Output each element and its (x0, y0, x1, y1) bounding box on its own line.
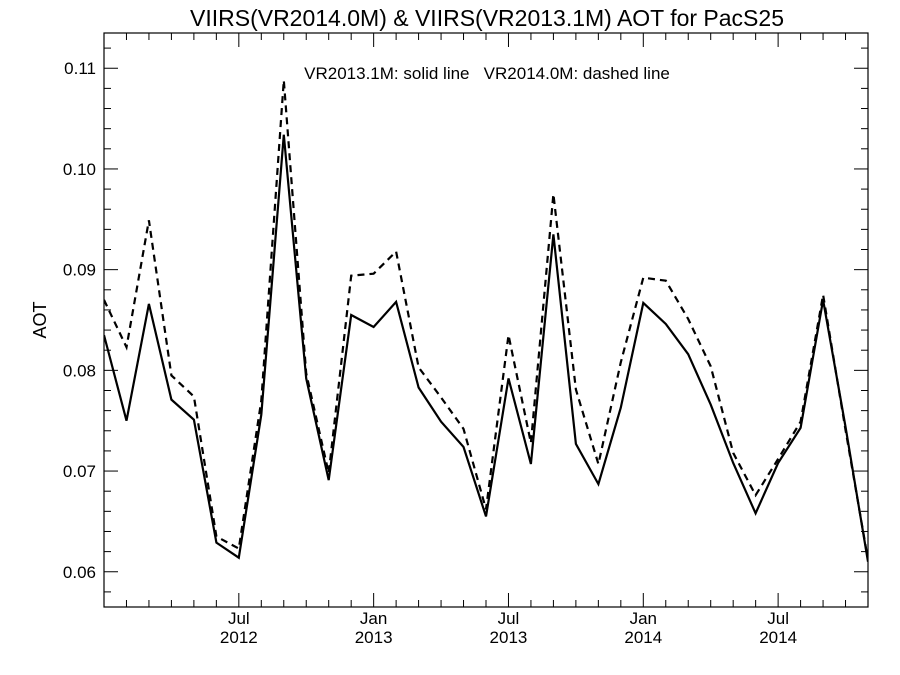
chart-title: VIIRS(VR2014.0M) & VIIRS(VR2013.1M) AOT … (190, 5, 784, 31)
x-tick-year-label: 2014 (624, 628, 662, 647)
series-style-note: VR2013.1M: solid line VR2014.0M: dashed … (304, 64, 670, 83)
y-tick-label: 0.08 (63, 361, 96, 380)
x-tick-month-label: Jan (360, 609, 387, 628)
x-tick-month-label: Jul (767, 609, 789, 628)
y-axis-label: AOT (30, 301, 50, 338)
x-tick-month-label: Jul (498, 609, 520, 628)
y-tick-label: 0.09 (63, 261, 96, 280)
x-tick-year-label: 2014 (759, 628, 797, 647)
x-tick-year-label: 2013 (355, 628, 393, 647)
series-layer (104, 80, 868, 562)
series-line-dashed (104, 80, 868, 560)
x-tick-year-label: 2013 (490, 628, 528, 647)
y-tick-label: 0.06 (63, 563, 96, 582)
y-tick-label: 0.10 (63, 160, 96, 179)
y-tick-label: 0.11 (64, 59, 96, 78)
plot-frame (103, 32, 869, 608)
x-tick-month-label: Jan (630, 609, 657, 628)
x-tick-year-label: 2012 (220, 628, 258, 647)
series-line-solid (104, 134, 868, 562)
y-axis-ticks: 0.06 0.07 0.08 0.09 0.10 0.11 (63, 47, 868, 593)
x-tick-month-label: Jul (228, 609, 250, 628)
y-tick-label: 0.07 (63, 462, 96, 481)
